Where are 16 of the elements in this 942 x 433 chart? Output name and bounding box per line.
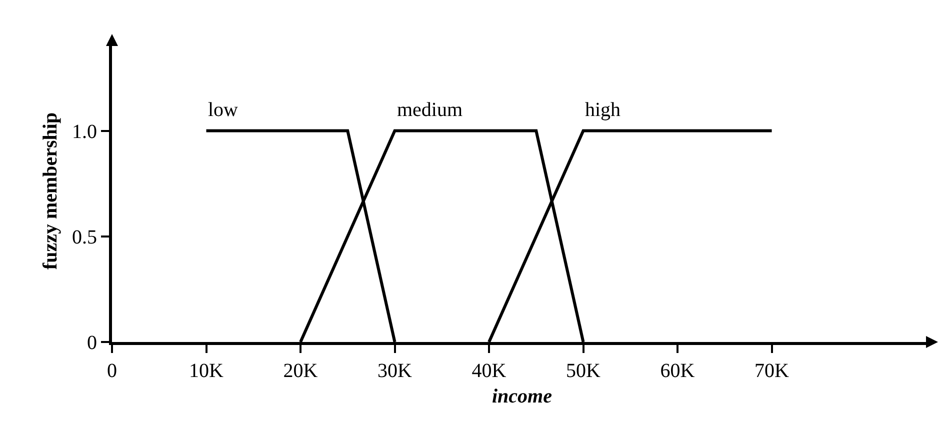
- y-tick-label: 0: [87, 332, 97, 354]
- x-tick-label: 20K: [283, 360, 318, 382]
- x-tick-label: 50K: [566, 360, 602, 382]
- series-label: high: [585, 99, 621, 121]
- series-label: low: [208, 99, 239, 121]
- y-tick-label: 0.5: [72, 226, 97, 248]
- x-tick-label: 70K: [754, 360, 790, 382]
- x-axis-title: income: [492, 386, 552, 408]
- y-axis-title: fuzzy membership: [40, 112, 62, 270]
- x-tick-label: 40K: [472, 360, 507, 382]
- y-tick-label: 1.0: [72, 120, 97, 143]
- x-tick-label: 60K: [660, 360, 696, 382]
- x-tick-label: 0: [107, 360, 117, 382]
- series-label: medium: [397, 99, 463, 121]
- x-tick-label: 10K: [189, 360, 224, 382]
- x-tick-label: 30K: [378, 360, 413, 382]
